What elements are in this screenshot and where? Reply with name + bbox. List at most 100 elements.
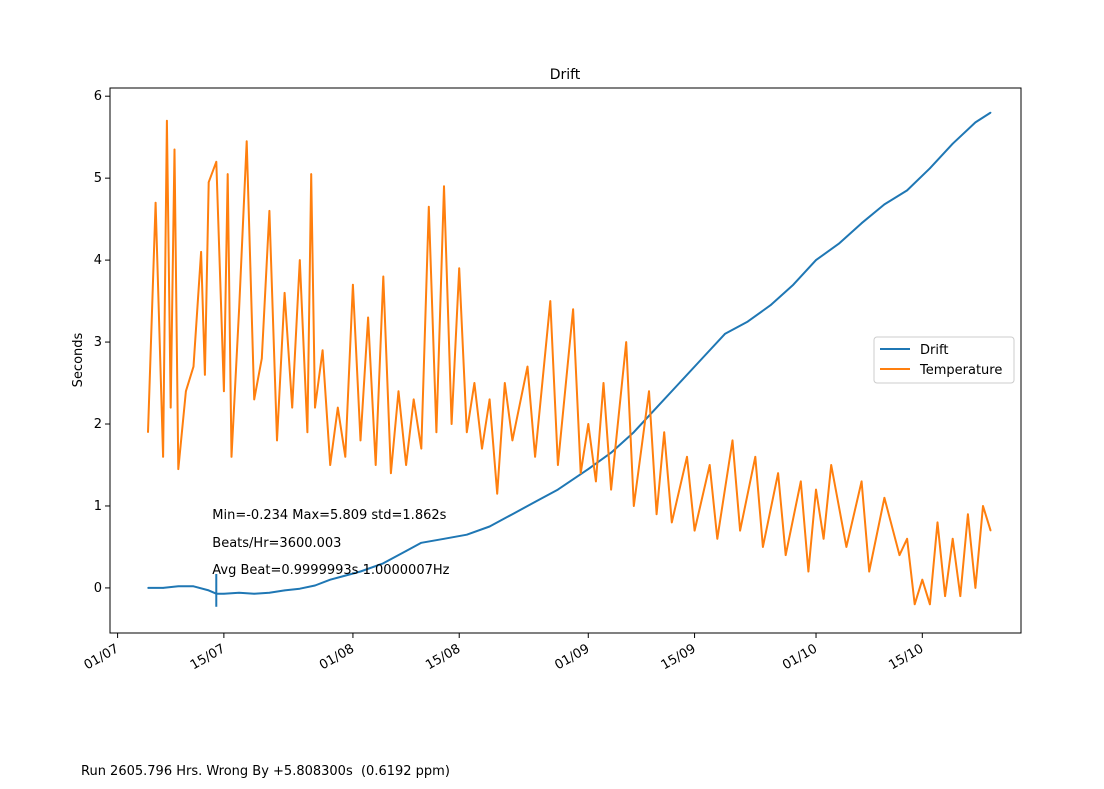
- data-point-drift: [147, 587, 149, 589]
- data-point-temperature: [929, 603, 931, 606]
- data-point-temperature: [648, 390, 650, 393]
- data-point-temperature: [215, 161, 218, 163]
- data-point-drift: [587, 468, 590, 470]
- data-point-temperature: [777, 472, 779, 475]
- data-point-temperature: [898, 554, 901, 556]
- data-point-temperature: [329, 464, 332, 466]
- data-point-temperature: [693, 529, 696, 532]
- legend-label-drift: Drift: [920, 343, 948, 358]
- y-tick-label: 6: [94, 89, 102, 104]
- legend-label-temperature: Temperature: [919, 363, 1002, 378]
- data-point-temperature: [913, 603, 916, 606]
- data-point-temperature: [390, 472, 392, 475]
- data-point-temperature: [951, 538, 954, 540]
- y-tick-label: 4: [94, 253, 102, 268]
- data-point-drift: [382, 562, 385, 565]
- data-point-temperature: [443, 185, 445, 188]
- data-point-temperature: [549, 300, 552, 302]
- data-point-drift: [488, 525, 491, 528]
- data-point-temperature: [944, 595, 946, 597]
- data-point-temperature: [511, 439, 514, 442]
- data-point-temperature: [936, 521, 939, 524]
- data-point-drift: [610, 451, 612, 454]
- data-point-drift: [283, 589, 286, 592]
- data-point-temperature: [245, 140, 248, 143]
- data-point-drift: [268, 592, 271, 594]
- data-point-drift: [724, 333, 726, 335]
- data-point-drift: [860, 222, 863, 224]
- data-point-temperature: [579, 472, 582, 475]
- data-point-temperature: [169, 406, 172, 409]
- y-tick-label: 1: [94, 499, 102, 514]
- data-point-drift: [223, 592, 225, 595]
- data-point-drift: [792, 283, 795, 286]
- data-point-temperature: [716, 538, 719, 540]
- data-point-temperature: [276, 439, 278, 442]
- data-point-drift: [769, 304, 772, 307]
- data-point-drift: [883, 203, 886, 206]
- data-point-temperature: [310, 173, 313, 175]
- data-point-temperature: [435, 431, 438, 434]
- x-tick-label: 15/07: [188, 641, 228, 673]
- data-point-temperature: [466, 431, 468, 434]
- data-point-temperature: [974, 587, 977, 589]
- annotation-text: Min=-0.234 Max=5.809 std=1.862s: [212, 508, 446, 523]
- data-point-temperature: [192, 365, 195, 368]
- data-point-temperature: [230, 456, 233, 458]
- data-point-temperature: [921, 578, 924, 581]
- data-point-temperature: [204, 374, 206, 376]
- data-point-temperature: [496, 492, 499, 495]
- data-point-temperature: [374, 464, 377, 466]
- data-point-temperature: [359, 439, 362, 442]
- data-point-drift: [177, 585, 180, 588]
- data-point-temperature: [845, 546, 848, 548]
- series-group: [147, 111, 992, 607]
- data-point-drift: [746, 320, 749, 323]
- data-point-temperature: [708, 464, 711, 466]
- data-point-drift: [838, 242, 840, 245]
- data-point-drift: [420, 542, 423, 544]
- data-point-temperature: [420, 447, 423, 450]
- data-point-temperature: [762, 546, 764, 548]
- x-tick-label: 01/08: [317, 641, 357, 673]
- data-point-temperature: [412, 398, 415, 401]
- data-point-temperature: [249, 267, 252, 270]
- data-point-temperature: [173, 148, 176, 151]
- x-axis: 01/07 15/07 01/08 15/08 01/09 15/09 01/10 15/10: [82, 633, 926, 673]
- data-point-drift: [989, 111, 992, 114]
- data-point-drift: [192, 585, 195, 588]
- data-point-temperature: [321, 349, 324, 352]
- y-tick-label: 0: [94, 581, 102, 596]
- x-tick-label: 01/10: [780, 641, 820, 673]
- data-point-temperature: [337, 406, 339, 409]
- annotation-text: Avg Beat=0.9999993s 1.0000007Hz: [212, 563, 449, 578]
- data-point-temperature: [147, 431, 149, 434]
- data-point-temperature: [868, 570, 870, 573]
- data-point-temperature: [815, 488, 817, 491]
- data-point-temperature: [291, 406, 294, 409]
- data-point-temperature: [185, 390, 187, 393]
- data-point-drift: [815, 259, 817, 261]
- data-point-temperature: [602, 382, 605, 384]
- data-point-temperature: [283, 292, 286, 294]
- data-point-temperature: [306, 431, 309, 434]
- x-tick-label: 01/09: [552, 641, 592, 673]
- data-point-temperature: [223, 390, 225, 393]
- series-line-drift: [148, 111, 992, 595]
- data-point-temperature: [989, 529, 992, 532]
- data-point-drift: [633, 431, 635, 434]
- data-point-temperature: [534, 456, 536, 458]
- data-point-drift: [329, 578, 332, 581]
- data-point-temperature: [367, 316, 369, 319]
- data-point-temperature: [967, 513, 969, 515]
- data-point-drift: [314, 584, 316, 587]
- data-point-drift: [906, 189, 908, 192]
- run-summary: Run 2605.796 Hrs. Wrong By +5.808300s (0…: [81, 764, 450, 779]
- data-point-temperature: [405, 464, 407, 466]
- plot-frame: [109, 87, 1022, 634]
- data-point-drift: [511, 513, 514, 515]
- data-point-temperature: [299, 259, 301, 261]
- data-point-drift: [701, 357, 703, 360]
- data-point-temperature: [800, 480, 802, 483]
